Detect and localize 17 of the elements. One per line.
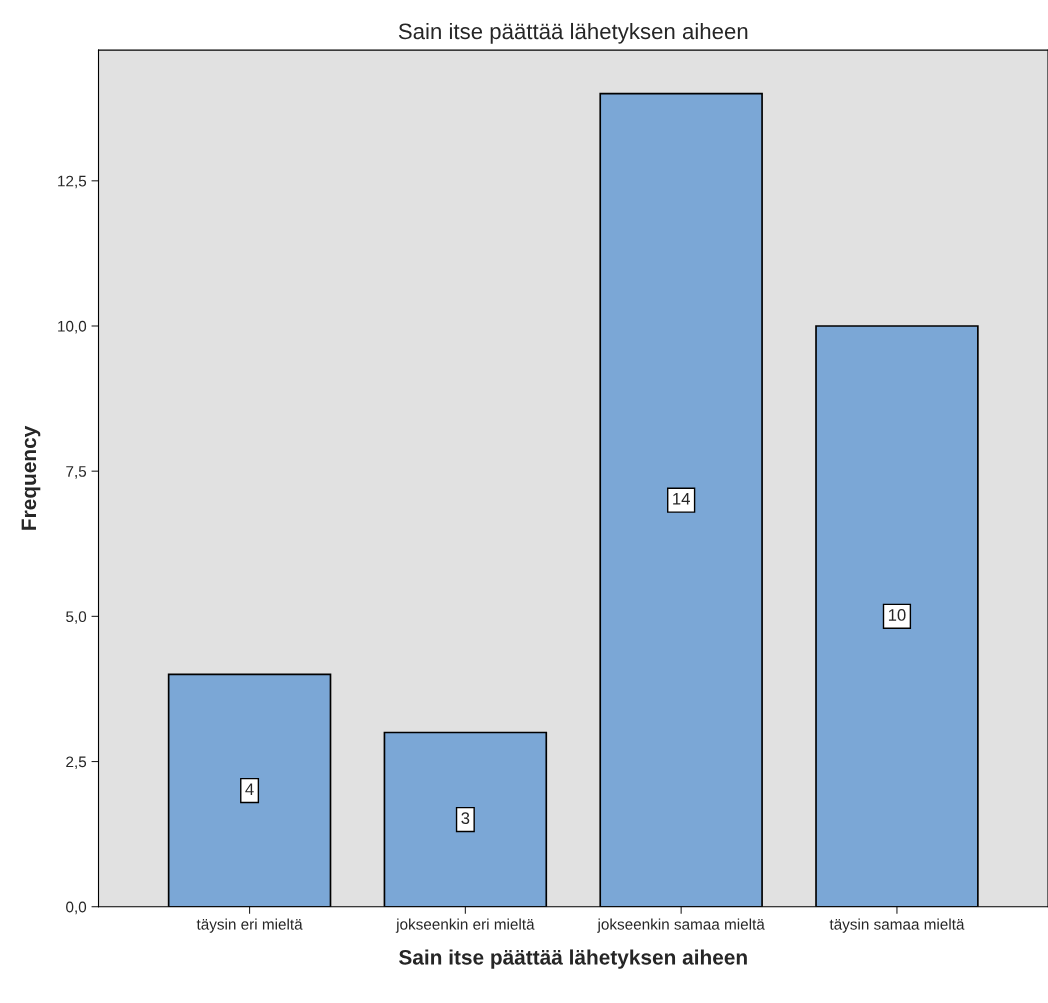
x-axis-title: Sain itse päättää lähetyksen aiheen (399, 949, 747, 969)
x-tick-label: täysin eri mieltä (196, 918, 303, 933)
x-tick-label: jokseenkin eri mieltä (395, 918, 535, 933)
data-label: 4 (245, 783, 254, 795)
y-tick-label: 10,0 (58, 320, 87, 334)
y-tick-label: 5,0 (66, 611, 87, 624)
data-label: 10 (888, 609, 906, 621)
x-tick-label: täysin samaa mieltä (829, 918, 965, 933)
y-tick-label: 12,5 (58, 175, 87, 189)
x-tick-label: jokseenkin samaa mieltä (597, 918, 765, 933)
data-label: 3 (461, 812, 470, 825)
chart-title: Sain itse päättää lähetyksen aiheen (398, 22, 748, 44)
y-tick-label: 2,5 (66, 756, 87, 770)
y-tick-label: 0,0 (66, 901, 87, 915)
y-axis-title: Frequency (21, 425, 41, 530)
y-tick-label: 7,5 (66, 466, 87, 479)
data-label: 14 (673, 493, 690, 505)
